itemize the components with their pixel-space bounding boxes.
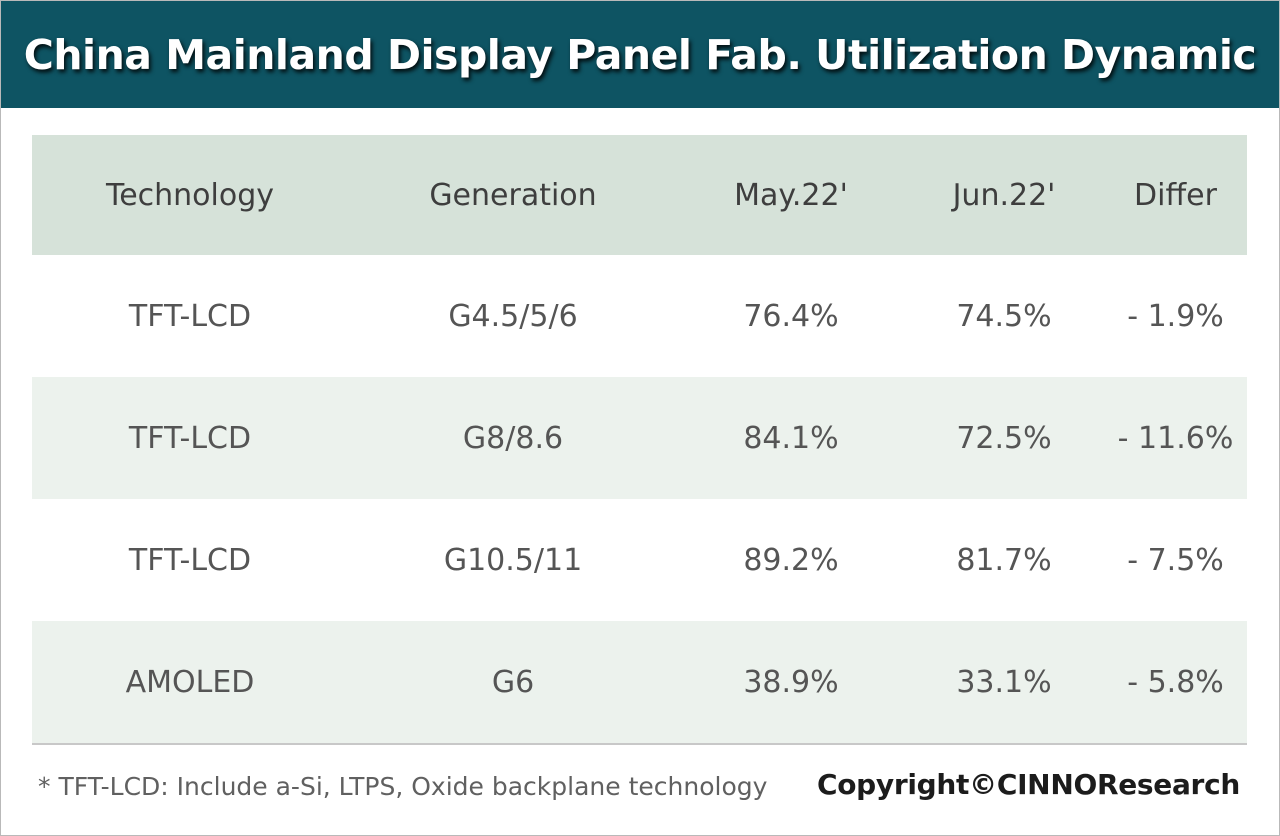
cell-generation: G4.5/5/6 <box>448 298 578 334</box>
cell-technology: TFT-LCD <box>128 298 252 334</box>
header-differ: Differ <box>1134 177 1217 213</box>
header-generation: Generation <box>429 177 597 213</box>
title-bar: China Mainland Display Panel Fab. Utiliz… <box>1 1 1279 108</box>
cell-may: 76.4% <box>743 298 839 334</box>
cell-differ: - 11.6% <box>1117 420 1234 456</box>
table-header-row: Technology Generation May.22' Jun.22' Di… <box>32 135 1247 255</box>
cell-generation: G10.5/11 <box>443 542 583 578</box>
footnote: * TFT-LCD: Include a-Si, LTPS, Oxide bac… <box>38 772 768 801</box>
copyright-notice: Copyright©CINNOResearch <box>816 768 1240 801</box>
cell-jun: 72.5% <box>956 420 1052 456</box>
header-jun: Jun.22' <box>952 177 1056 213</box>
cell-generation: G6 <box>491 664 535 700</box>
cell-differ: - 7.5% <box>1127 542 1224 578</box>
cell-jun: 81.7% <box>956 542 1052 578</box>
table-row: AMOLED G6 38.9% 33.1% - 5.8% <box>32 621 1247 743</box>
cell-differ: - 1.9% <box>1127 298 1224 334</box>
cell-generation: G8/8.6 <box>462 420 564 456</box>
header-may: May.22' <box>734 177 848 213</box>
cell-technology: TFT-LCD <box>128 420 252 456</box>
header-technology: Technology <box>105 177 275 213</box>
utilization-table: Technology Generation May.22' Jun.22' Di… <box>32 135 1247 743</box>
cell-jun: 74.5% <box>956 298 1052 334</box>
cell-may: 84.1% <box>743 420 839 456</box>
table-row: TFT-LCD G4.5/5/6 76.4% 74.5% - 1.9% <box>32 255 1247 377</box>
cell-may: 89.2% <box>743 542 839 578</box>
cell-technology: AMOLED <box>125 664 255 700</box>
cell-may: 38.9% <box>743 664 839 700</box>
table-bottom-divider <box>32 743 1247 745</box>
cell-jun: 33.1% <box>956 664 1052 700</box>
cell-technology: TFT-LCD <box>128 542 252 578</box>
page-title: China Mainland Display Panel Fab. Utiliz… <box>23 30 1257 79</box>
cell-differ: - 5.8% <box>1127 664 1224 700</box>
table-row: TFT-LCD G8/8.6 84.1% 72.5% - 11.6% <box>32 377 1247 499</box>
table-row: TFT-LCD G10.5/11 89.2% 81.7% - 7.5% <box>32 499 1247 621</box>
